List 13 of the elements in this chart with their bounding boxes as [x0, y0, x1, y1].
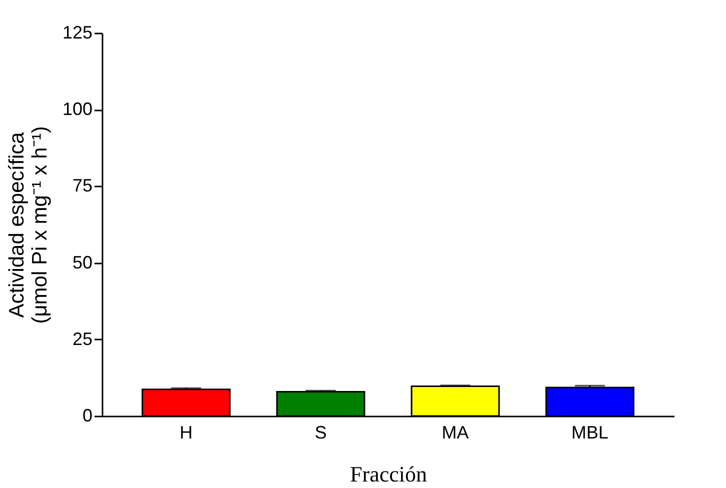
x-tick-label: H — [180, 422, 193, 442]
y-tick-label: 50 — [72, 252, 92, 272]
text: (μmol Pi x mg⁻¹ x h⁻¹) — [28, 126, 52, 324]
x-tick-label: MA — [442, 422, 469, 442]
text: Actividad específica — [5, 132, 28, 318]
x-axis-title: Fracción — [350, 462, 427, 486]
y-tick-label: 100 — [62, 99, 92, 120]
x-tick-label: MBL — [571, 422, 608, 442]
y-tick-label: 0 — [82, 406, 92, 426]
y-tick-label: 75 — [72, 176, 92, 196]
y-tick-label: 25 — [72, 328, 92, 349]
y-tick-label: 125 — [62, 22, 92, 42]
x-tick-label: S — [314, 422, 327, 442]
